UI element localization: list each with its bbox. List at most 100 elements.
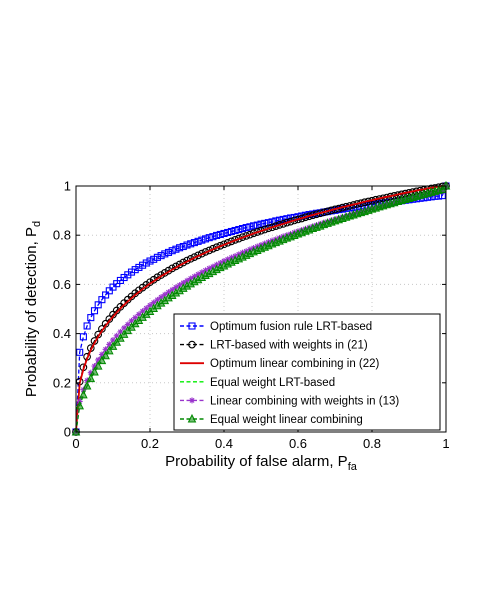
- data-point: [231, 226, 239, 235]
- data-point: [183, 241, 191, 249]
- star-arm: [92, 363, 97, 369]
- legend-item: Optimum fusion rule LRT-based: [180, 321, 372, 333]
- y-tick-label: 1: [64, 179, 71, 194]
- data-point: [131, 266, 139, 274]
- legend-marker: [189, 397, 195, 404]
- data-point: [153, 253, 161, 261]
- x-tick-label: 0: [72, 436, 79, 451]
- star-arm: [110, 337, 116, 343]
- data-point: [271, 222, 280, 230]
- star-arm: [117, 329, 123, 335]
- data-point: [79, 333, 87, 341]
- y-tick-label: 0.8: [53, 228, 71, 243]
- star-arm: [180, 280, 186, 286]
- star-arm: [162, 292, 168, 298]
- star-arm: [121, 325, 127, 331]
- star-arm: [125, 322, 131, 327]
- y-axis-label: Probability of detection, Pd: [23, 221, 43, 397]
- data-point: [238, 225, 247, 233]
- data-point: [235, 225, 243, 234]
- legend-label: Optimum fusion rule LRT-based: [210, 321, 372, 333]
- star-arm: [191, 274, 197, 280]
- series-6: [71, 180, 451, 436]
- data-point: [216, 230, 224, 239]
- star-arm: [88, 370, 94, 376]
- star-arm: [103, 346, 109, 352]
- x-tick-label: 0.8: [363, 436, 381, 451]
- y-tick-label: 0.2: [53, 375, 71, 390]
- data-point: [147, 302, 153, 309]
- star-arm: [188, 276, 194, 281]
- data-point: [264, 219, 272, 227]
- data-point: [246, 230, 254, 239]
- data-point: [135, 263, 143, 271]
- data-point: [90, 307, 99, 315]
- x-tick-label: 0.2: [141, 436, 159, 451]
- data-point: [124, 321, 131, 328]
- x-tick-label: 1: [442, 436, 449, 451]
- x-tick-label: 0.4: [215, 436, 233, 451]
- data-point: [168, 247, 176, 255]
- data-point: [205, 234, 213, 242]
- legend-item: LRT-based with weights in (21): [180, 340, 368, 352]
- data-point: [283, 218, 291, 227]
- legend-marker: [187, 413, 197, 423]
- x-tick-label: 0.6: [289, 436, 307, 451]
- data-point: [250, 222, 258, 230]
- legend-label: Optimum linear combining in (22): [210, 358, 380, 370]
- star-arm: [166, 289, 171, 295]
- data-point: [198, 236, 206, 244]
- legend: Optimum fusion rule LRT-based LRT-based w…: [173, 313, 441, 431]
- legend-marker: [188, 340, 196, 349]
- data-point: [224, 228, 232, 237]
- data-point: [187, 240, 195, 248]
- data-point: [220, 229, 228, 238]
- data-point: [101, 350, 110, 360]
- legend-item: Linear combining with weights in (13): [180, 395, 399, 407]
- star-arm: [95, 357, 101, 363]
- data-point: [108, 341, 118, 350]
- legend-item: Equal weight LRT-based: [180, 377, 335, 389]
- star-arm: [177, 282, 183, 288]
- legend-marker: [188, 322, 196, 330]
- data-point: [97, 355, 107, 365]
- data-point: [102, 291, 110, 299]
- data-point: [83, 322, 91, 330]
- star-arm: [184, 278, 190, 284]
- data-point: [150, 255, 158, 263]
- star-arm: [158, 294, 164, 300]
- data-point: [176, 244, 184, 252]
- y-tick-label: 0: [64, 425, 71, 440]
- data-point: [242, 224, 250, 232]
- star-arm: [154, 297, 160, 303]
- legend-label: LRT-based with weights in (21): [210, 340, 368, 352]
- data-point: [246, 223, 254, 231]
- data-point: [172, 245, 180, 253]
- data-point: [105, 287, 113, 295]
- data-point: [93, 360, 103, 370]
- star-arm: [195, 271, 201, 277]
- data-point: [201, 235, 210, 243]
- star-arm: [199, 269, 205, 275]
- legend-label: Linear combining with weights in (13): [210, 395, 399, 407]
- plot-frame: [75, 185, 447, 433]
- data-point: [161, 250, 169, 258]
- data-point: [104, 345, 114, 355]
- data-point: [194, 237, 202, 245]
- star-arm: [169, 287, 175, 293]
- data-point: [86, 373, 96, 383]
- data-point: [82, 380, 92, 390]
- legend-label: Equal weight LRT-based: [210, 377, 335, 389]
- star-arm: [151, 300, 157, 306]
- data-point: [157, 252, 165, 260]
- data-point: [146, 257, 154, 265]
- star-arm: [203, 267, 208, 273]
- y-tick-label: 0.6: [53, 277, 71, 292]
- data-point: [179, 242, 187, 251]
- data-point: [87, 314, 95, 322]
- data-point: [76, 348, 84, 356]
- star-arm: [189, 397, 195, 403]
- data-point: [94, 301, 102, 309]
- data-point: [213, 231, 221, 239]
